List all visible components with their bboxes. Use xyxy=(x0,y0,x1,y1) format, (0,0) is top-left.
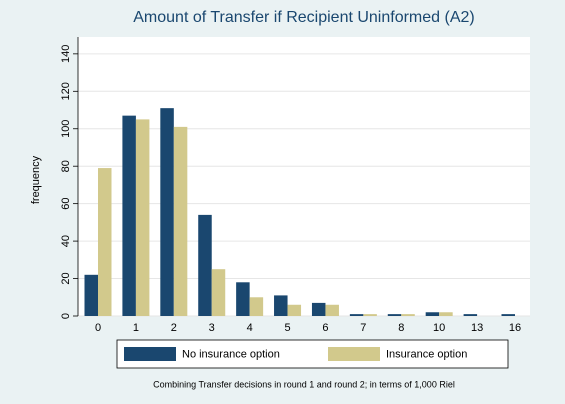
x-tick-label: 2 xyxy=(171,322,177,334)
x-tick-label: 7 xyxy=(360,322,366,334)
legend-swatch xyxy=(328,347,380,361)
x-tick-label: 10 xyxy=(433,322,445,334)
bar xyxy=(501,314,515,316)
bar xyxy=(287,304,302,316)
bar xyxy=(311,302,326,316)
x-tick-label: 16 xyxy=(509,322,521,334)
y-tick-label: 80 xyxy=(60,160,72,172)
bar xyxy=(173,126,188,316)
x-tick-label: 6 xyxy=(322,322,328,334)
bar xyxy=(363,314,377,316)
x-tick-label: 8 xyxy=(398,322,404,334)
bar xyxy=(387,314,402,316)
bar xyxy=(122,115,136,317)
x-tick-label: 4 xyxy=(247,322,253,334)
bar xyxy=(439,312,453,316)
y-tick-label: 140 xyxy=(60,45,72,63)
x-tick-label: 3 xyxy=(209,322,215,334)
y-tick-label: 60 xyxy=(60,198,72,210)
bar xyxy=(349,314,364,316)
y-tick-label: 40 xyxy=(60,235,72,247)
y-tick-label: 0 xyxy=(60,313,72,319)
bar xyxy=(236,282,250,316)
bar xyxy=(198,214,212,316)
bar xyxy=(425,312,440,316)
note: Combining Transfer decisions in round 1 … xyxy=(153,379,455,389)
chart-title: Amount of Transfer if Recipient Uninform… xyxy=(133,9,474,26)
legend-label: No insurance option xyxy=(182,348,280,360)
bar xyxy=(274,295,288,316)
y-tick-label: 20 xyxy=(60,272,72,284)
plot-area xyxy=(78,37,530,316)
y-tick-label: 100 xyxy=(60,120,72,138)
y-tick-label: 120 xyxy=(60,82,72,100)
bar xyxy=(160,108,174,317)
bar xyxy=(84,274,98,316)
bar xyxy=(135,119,150,317)
bar xyxy=(325,304,339,316)
legend-label: Insurance option xyxy=(386,348,467,360)
bar xyxy=(98,168,112,316)
x-tick-label: 0 xyxy=(95,322,101,334)
bar xyxy=(249,297,264,316)
bar xyxy=(211,269,226,316)
bar xyxy=(401,314,415,316)
x-tick-label: 1 xyxy=(133,322,139,334)
y-axis-label: frequency xyxy=(30,155,42,204)
legend-box xyxy=(116,339,509,369)
bar xyxy=(463,314,478,316)
x-tick-label: 5 xyxy=(284,322,290,334)
legend-swatch xyxy=(124,347,176,361)
x-tick-label: 13 xyxy=(471,322,483,334)
